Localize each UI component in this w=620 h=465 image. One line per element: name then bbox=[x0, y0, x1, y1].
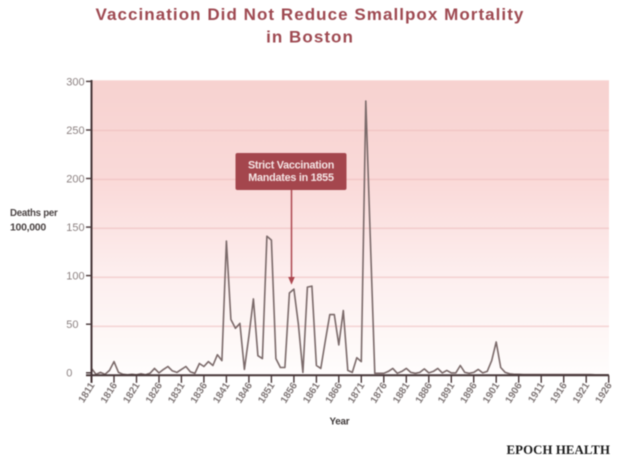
svg-text:Vaccination Did Not Reduce Sma: Vaccination Did Not Reduce Smallpox Mort… bbox=[96, 5, 525, 24]
svg-text:1916: 1916 bbox=[549, 380, 570, 405]
svg-text:1841: 1841 bbox=[211, 380, 232, 405]
svg-text:1921: 1921 bbox=[571, 380, 592, 405]
svg-text:250: 250 bbox=[66, 125, 84, 137]
svg-text:50: 50 bbox=[66, 319, 78, 331]
svg-text:1821: 1821 bbox=[121, 380, 142, 405]
svg-text:Year: Year bbox=[330, 417, 350, 428]
svg-text:1856: 1856 bbox=[279, 380, 300, 405]
svg-text:Strict Vaccination: Strict Vaccination bbox=[248, 160, 334, 172]
svg-text:100: 100 bbox=[66, 271, 84, 283]
svg-text:1926: 1926 bbox=[594, 380, 615, 405]
svg-text:100,000: 100,000 bbox=[10, 222, 46, 234]
svg-text:150: 150 bbox=[66, 222, 84, 234]
svg-text:1871: 1871 bbox=[346, 380, 367, 405]
svg-text:1891: 1891 bbox=[436, 380, 457, 405]
svg-text:1861: 1861 bbox=[301, 380, 322, 405]
svg-text:0: 0 bbox=[66, 368, 72, 380]
svg-text:1881: 1881 bbox=[391, 380, 412, 405]
svg-text:1901: 1901 bbox=[481, 380, 502, 405]
svg-text:1911: 1911 bbox=[526, 380, 547, 405]
svg-text:Deaths per: Deaths per bbox=[10, 208, 58, 219]
svg-text:1851: 1851 bbox=[256, 380, 277, 405]
svg-text:1811: 1811 bbox=[77, 380, 98, 405]
svg-text:EPOCH HEALTH: EPOCH HEALTH bbox=[507, 443, 610, 457]
svg-text:1846: 1846 bbox=[234, 380, 255, 405]
svg-text:1816: 1816 bbox=[99, 380, 120, 405]
svg-text:1831: 1831 bbox=[166, 380, 187, 405]
svg-text:in Boston: in Boston bbox=[266, 28, 354, 47]
svg-text:1826: 1826 bbox=[144, 380, 165, 405]
svg-text:1906: 1906 bbox=[504, 380, 525, 405]
svg-text:1896: 1896 bbox=[459, 380, 480, 405]
svg-text:1876: 1876 bbox=[369, 380, 390, 405]
svg-text:200: 200 bbox=[66, 173, 84, 185]
svg-text:1886: 1886 bbox=[414, 380, 435, 405]
svg-text:1866: 1866 bbox=[324, 380, 345, 405]
svg-text:300: 300 bbox=[66, 76, 84, 88]
svg-text:1836: 1836 bbox=[189, 380, 210, 405]
svg-text:Mandates in 1855: Mandates in 1855 bbox=[248, 172, 334, 184]
